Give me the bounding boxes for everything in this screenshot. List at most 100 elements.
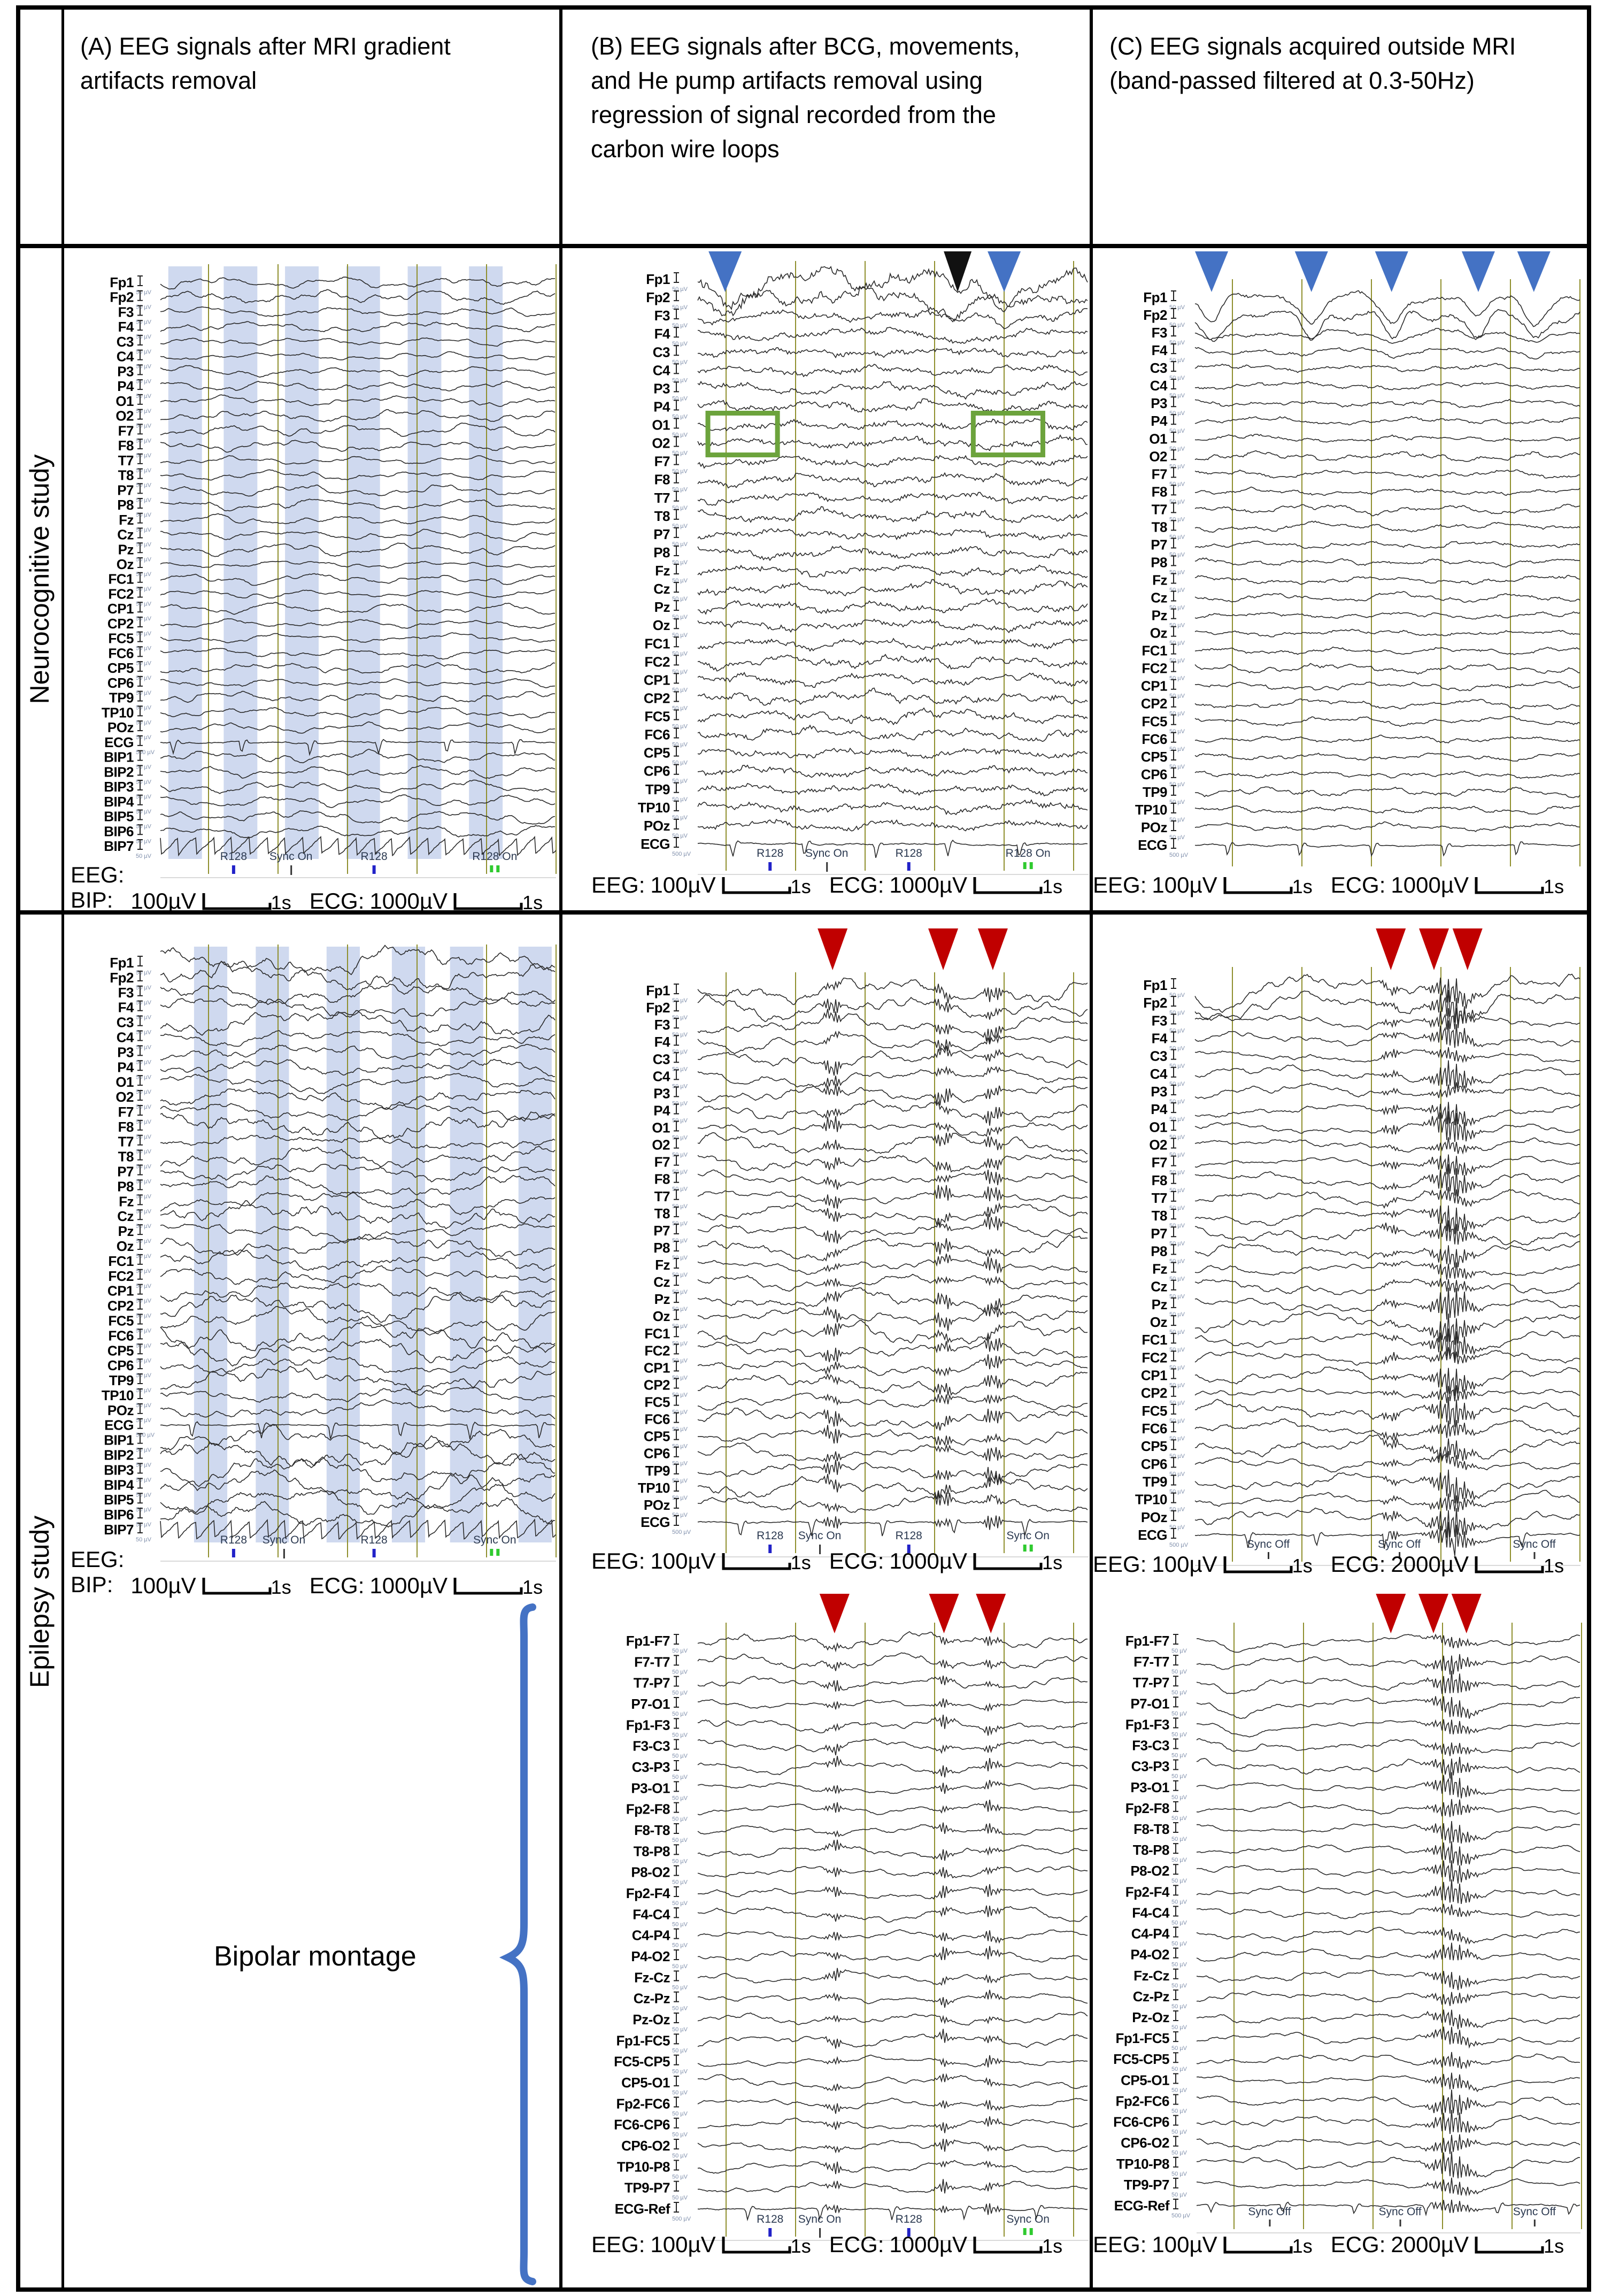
eeg-trace	[698, 1425, 1088, 1446]
scalebar-eeg-label: EEG:	[71, 862, 125, 887]
eeg-trace	[160, 1518, 557, 1540]
channel-label: CP6	[644, 763, 670, 779]
eeg-trace	[697, 1253, 1088, 1275]
channel-label: TP10	[1135, 1492, 1167, 1508]
channel-scale-marker	[1171, 1262, 1176, 1273]
channel-scale-text: 50 µV	[672, 1984, 688, 1991]
eeg-trace	[697, 266, 1088, 311]
channel-scale-text: 50 µV	[672, 2132, 688, 2138]
channel-label: Pz	[118, 541, 134, 557]
channel-scale-marker	[137, 956, 143, 966]
channel-scale-marker	[137, 439, 143, 450]
channel-scale-marker	[137, 1104, 143, 1116]
channel-scale-marker	[674, 1949, 679, 1960]
channel-label: Fp2-FC6	[616, 2095, 670, 2111]
eeg-trace	[697, 747, 1088, 759]
eeg-trace	[160, 1146, 556, 1168]
eeg-trace	[1194, 1164, 1580, 1197]
eeg-trace	[160, 1111, 556, 1140]
channel-label: O2	[652, 1137, 670, 1153]
channel-label: F4-C4	[1132, 1905, 1170, 1921]
bipolar-montage-brace-icon	[499, 1603, 536, 2285]
channel-label: BIP6	[104, 1507, 134, 1523]
row-label-epilepsy: Epilepsy study	[25, 1515, 55, 1688]
outer-border-top	[16, 5, 1591, 10]
channel-label: T7	[654, 1188, 670, 1204]
channel-scale-marker	[1171, 343, 1176, 355]
channel-scale-marker	[674, 2160, 679, 2171]
channel-label: Pz	[1152, 1296, 1168, 1312]
channel-label: FC5-CP5	[614, 2054, 670, 2070]
red-arrow-icon	[976, 1594, 1006, 1633]
channel-scale-text: 50 µV	[1171, 2087, 1187, 2093]
channel-scale-text: 500 µV	[1169, 1542, 1189, 1548]
eeg-trace	[1196, 2199, 1580, 2217]
eeg-trace	[1196, 1841, 1580, 1866]
channel-scale-text: 50 µV	[136, 1402, 152, 1409]
channel-scale-marker	[137, 305, 143, 316]
eeg-trace	[1194, 450, 1580, 462]
channel-scale-marker	[674, 1928, 679, 1939]
channel-label: Oz	[117, 556, 134, 572]
channel-scale-marker	[137, 970, 143, 981]
channel-scale-text: 50 µV	[1169, 1010, 1185, 1016]
channel-scale-marker	[1171, 1244, 1176, 1255]
channel-scale-text: 50 µV	[136, 1208, 152, 1215]
channel-scale-marker	[674, 782, 679, 793]
time-scale-bracket	[722, 1553, 791, 1570]
eeg-trace	[1195, 1187, 1580, 1209]
channel-scale-text: 50 µV	[1169, 410, 1185, 417]
channel-label: Cz	[653, 1274, 670, 1290]
eeg-trace	[160, 380, 556, 391]
channel-scale-marker	[674, 1189, 679, 1200]
channel-scale-text: 50 µV	[1169, 1187, 1185, 1194]
eeg-trace	[697, 764, 1088, 778]
channel-scale-marker	[674, 2117, 679, 2129]
channel-scale-text: 50 µV	[672, 1900, 688, 1907]
event-label: R128 On	[1006, 847, 1051, 859]
eeg-trace	[697, 579, 1088, 597]
eeg-trace	[697, 707, 1088, 726]
event-tick-green	[1029, 1545, 1033, 1552]
eeg-trace	[697, 472, 1088, 489]
time-scale-bracket	[453, 1578, 523, 1595]
channel-scale-text: 50 µV	[1171, 2045, 1187, 2052]
channel-label: TP10	[1135, 802, 1167, 818]
channel-scale-text: 50 µV	[136, 1507, 152, 1513]
channel-scale-marker	[1171, 520, 1176, 531]
eeg-trace	[697, 1652, 1088, 1671]
channel-scale-marker	[137, 1209, 143, 1220]
channel-label: P7	[653, 526, 670, 542]
channel-label: TP10-P8	[617, 2159, 670, 2175]
eeg-trace	[160, 1356, 556, 1373]
channel-label: CP1	[1141, 1368, 1167, 1384]
channel-scale-text: 50 µV	[136, 1342, 152, 1349]
channel-scale-text: 50 µV	[672, 1426, 688, 1433]
channel-label: FC2	[644, 1342, 670, 1358]
channel-scale-text: 50 µV	[672, 1186, 688, 1193]
channel-scale-marker	[137, 587, 143, 598]
channel-label: F8-T8	[634, 1822, 670, 1838]
eeg-trace	[1194, 381, 1580, 390]
channel-scale-marker	[137, 1523, 143, 1533]
channel-scale-text: 50 µV	[672, 2006, 688, 2012]
eeg-trace	[697, 1675, 1088, 1692]
eeg-trace	[697, 2179, 1088, 2194]
eeg-trace	[697, 1354, 1088, 1377]
channel-label: BIP7	[104, 1522, 134, 1538]
scalebar-eeg-time: 1s	[790, 1552, 811, 1573]
channel-label: CP6	[107, 675, 134, 691]
channel-scale-text: 50 µV	[1169, 498, 1185, 505]
channel-scale-text: 50 µV	[672, 286, 688, 293]
eeg-trace	[697, 1990, 1088, 2008]
channel-scale-text: 50 µV	[136, 853, 152, 859]
event-tick-small	[1533, 2220, 1536, 2226]
channel-label: FC1	[1142, 1332, 1167, 1348]
channel-label: TP9-P7	[624, 2180, 670, 2196]
channel-label: Fp1	[646, 982, 670, 999]
channel-scale-text: 50 µV	[672, 997, 688, 1004]
eeg-trace	[1196, 2109, 1580, 2134]
channel-scale-text: 50 µV	[672, 596, 688, 602]
event-tick-small	[1399, 1552, 1401, 1559]
channel-scale-marker	[674, 1001, 679, 1012]
